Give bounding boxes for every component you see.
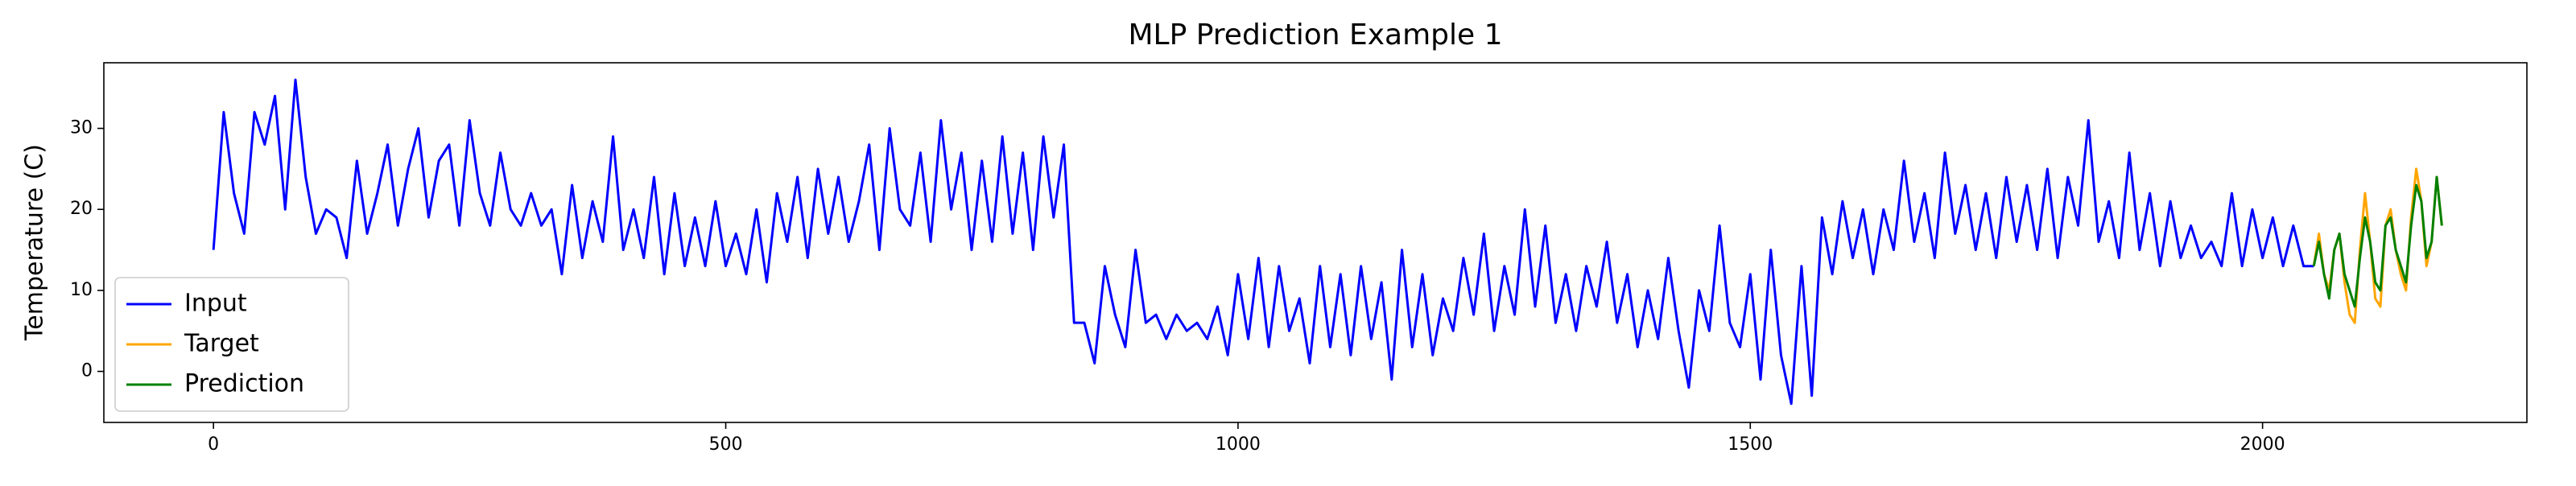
x-tick-label: 500 [709,435,743,455]
x-tick-label: 1000 [1216,435,1261,455]
plot-frame [103,62,2528,423]
series-line [2312,167,2443,324]
y-axis-label: Temperature (C) [21,144,49,341]
x-tick-label: 2000 [2240,435,2285,455]
x-tick-label: 1500 [1728,435,1773,455]
legend-box [114,277,349,412]
y-tick-label: 20 [70,199,93,219]
series-line [2312,175,2443,308]
legend-label: Target [184,330,259,358]
legend-label: Prediction [184,370,304,398]
series-line [212,78,2314,406]
y-tick-label: 10 [70,280,93,300]
y-tick-label: 0 [81,361,93,381]
legend-label: Input [184,290,247,318]
x-tick-label: 0 [208,435,219,455]
y-tick-label: 30 [70,118,93,138]
chart-title: MLP Prediction Example 1 [1128,19,1502,51]
